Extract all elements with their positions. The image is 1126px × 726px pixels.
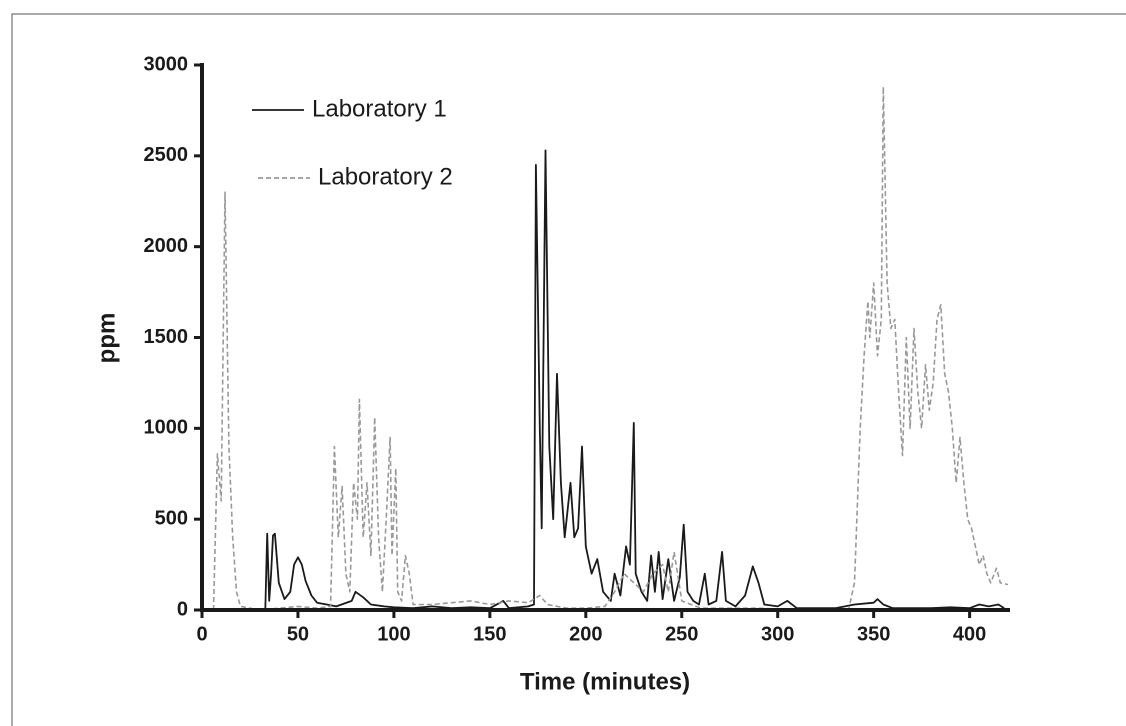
- x-tick-label: 350: [857, 623, 890, 645]
- x-tick-label: 50: [287, 623, 309, 645]
- x-tick-label: 300: [761, 623, 794, 645]
- y-tick-label: 2500: [144, 144, 189, 166]
- y-tick-label: 1000: [144, 417, 189, 439]
- legend-label: Laboratory 2: [318, 163, 453, 190]
- x-tick-label: 200: [569, 623, 602, 645]
- y-tick-label: 0: [177, 598, 188, 620]
- y-tick-label: 1500: [144, 326, 189, 348]
- y-tick-label: 2000: [144, 235, 189, 257]
- x-tick-label: 0: [196, 623, 207, 645]
- x-axis-label: Time (minutes): [520, 668, 690, 695]
- y-tick-label: 3000: [144, 53, 189, 75]
- series-line: [264, 149, 1005, 611]
- frame: [11, 13, 1126, 726]
- y-axis-label: ppm: [93, 313, 120, 364]
- x-tick-label: 150: [473, 623, 506, 645]
- series-line: [212, 86, 1009, 611]
- x-tick-label: 250: [665, 623, 698, 645]
- x-tick-label: 100: [377, 623, 410, 645]
- legend-label: Laboratory 1: [312, 95, 447, 122]
- x-tick-label: 400: [953, 623, 986, 645]
- y-tick-label: 500: [155, 507, 188, 529]
